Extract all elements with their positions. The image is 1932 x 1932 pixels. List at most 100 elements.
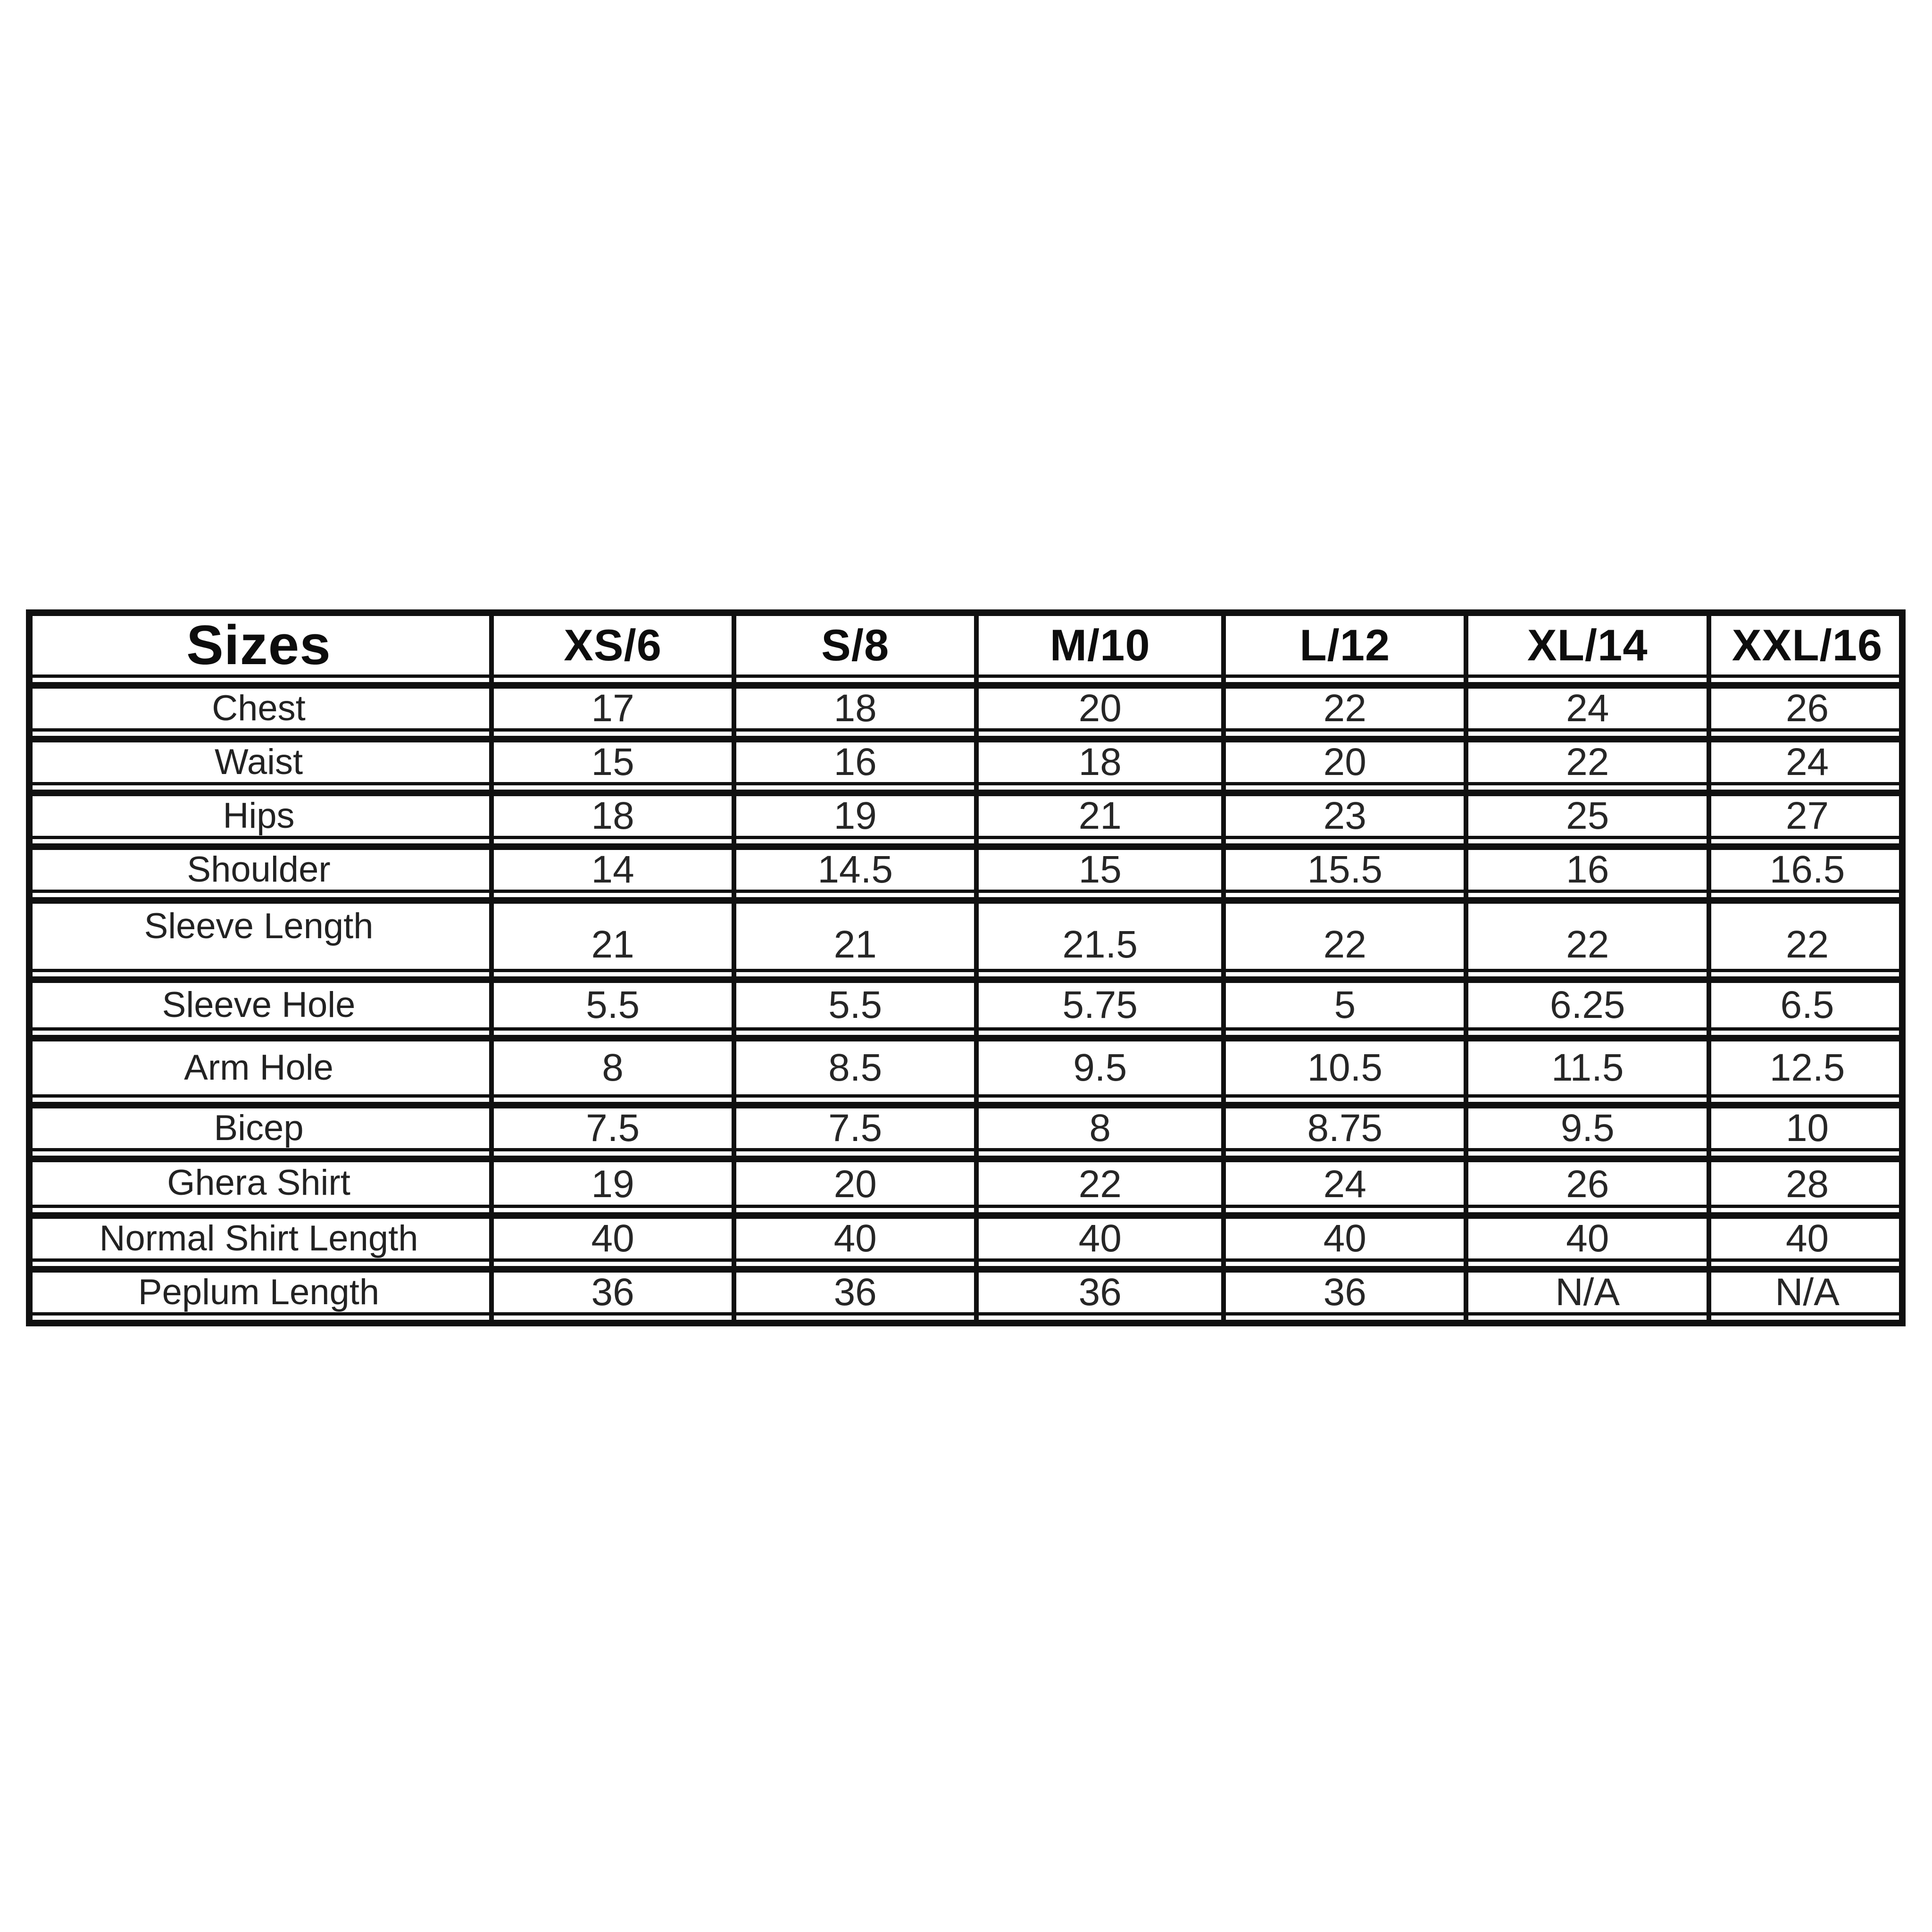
value-cell: 6.25 [1549,983,1625,1026]
value-cell: N/A [1555,1271,1620,1314]
value-cell: 27 [1785,794,1829,837]
value-cell: 18 [833,687,877,730]
row-label-cell: Chest [212,688,306,728]
table-row-normal-shirt-length: Normal Shirt Length 40 40 40 40 40 40 [26,1212,1906,1262]
value-cell: 11.5 [1551,1046,1624,1089]
value-cell: 14.5 [817,848,893,891]
row-label-cell: Sleeve Hole [162,985,356,1025]
value-cell: 16.5 [1769,848,1845,891]
value-cell: 26 [1566,1163,1609,1206]
value-cell: 5 [1334,983,1356,1026]
table-row-ghera-shirt: Ghera Shirt 19 20 22 24 26 28 [26,1156,1906,1208]
table-row-sleeve-hole: Sleeve Hole 5.5 5.5 5.75 5 6.25 6.5 [26,976,1906,1031]
size-chart-table: Sizes XS/6 S/8 M/10 L/12 XL/14 XXL/16 Ch… [26,609,1906,1326]
column-divider [26,609,33,1326]
value-cell: 22 [1785,923,1829,966]
value-cell: 15.5 [1307,848,1383,891]
value-cell: 8 [602,1046,624,1089]
value-cell: 20 [833,1163,877,1206]
value-cell: 7.5 [586,1107,640,1149]
value-cell: 24 [1323,1163,1366,1206]
value-cell: 24 [1566,687,1609,730]
value-cell: 22 [1566,923,1609,966]
value-cell: 22 [1323,923,1366,966]
value-cell: 36 [833,1271,877,1314]
value-cell: 19 [591,1163,634,1206]
value-cell: 21 [833,923,877,966]
table-row-peplum-length: Peplum Length 36 36 36 36 N/A N/A [26,1266,1906,1316]
row-label-cell: Normal Shirt Length [99,1218,418,1258]
value-cell: 21 [591,923,634,966]
value-cell: 18 [1078,741,1122,783]
value-cell: 21 [1078,794,1122,837]
header-cell-s8: S/8 [821,620,890,670]
value-cell: 16 [833,741,877,783]
value-cell: 18 [591,794,634,837]
value-cell: 40 [1566,1217,1609,1260]
header-cell-xs6: XS/6 [564,620,662,670]
row-label-cell: Hips [223,796,295,836]
header-cell-xl14: XL/14 [1527,620,1648,670]
column-divider [1899,609,1906,1326]
table-row-arm-hole: Arm Hole 8 8.5 9.5 10.5 11.5 12.5 [26,1035,1906,1098]
value-cell: 40 [1785,1217,1829,1260]
column-divider [1464,609,1469,1326]
column-divider [732,609,737,1326]
value-cell: 10 [1785,1107,1829,1149]
value-cell: 26 [1785,687,1829,730]
row-label-cell: Arm Hole [184,1048,333,1088]
value-cell: 14 [591,848,634,891]
value-cell: 9.5 [1073,1046,1127,1089]
value-cell: 22 [1566,741,1609,783]
value-cell: 24 [1785,741,1829,783]
value-cell: 20 [1323,741,1366,783]
header-cell-m10: M/10 [1049,620,1150,670]
value-cell: 6.5 [1780,983,1834,1026]
table-row-bicep: Bicep 7.5 7.5 8 8.75 9.5 10 [26,1102,1906,1151]
value-cell: 40 [1078,1217,1122,1260]
table-header-row: Sizes XS/6 S/8 M/10 L/12 XL/14 XXL/16 [26,609,1906,678]
value-cell: 16 [1566,848,1609,891]
header-cell-xxl16: XXL/16 [1732,620,1883,670]
value-cell: 5.5 [828,983,883,1026]
table-row-sleeve-length: Sleeve Length 21 21 21.5 22 22 22 [26,897,1906,972]
value-cell: 40 [1323,1217,1366,1260]
value-cell: 21.5 [1062,923,1138,966]
row-label-cell: Bicep [214,1108,304,1148]
table-row-chest: Chest 17 18 20 22 24 26 [26,682,1906,732]
value-cell: 12.5 [1769,1046,1845,1089]
value-cell: 23 [1323,794,1366,837]
row-label-cell: Sleeve Length [144,906,374,946]
column-divider [1221,609,1226,1326]
value-cell: 9.5 [1560,1107,1615,1149]
table-row-hips: Hips 18 19 21 23 25 27 [26,790,1906,839]
value-cell: 7.5 [828,1107,883,1149]
value-cell: 36 [591,1271,634,1314]
row-label-cell: Peplum Length [138,1272,380,1312]
value-cell: 25 [1566,794,1609,837]
table-row-waist: Waist 15 16 18 20 22 24 [26,736,1906,785]
column-divider [974,609,979,1326]
value-cell: 20 [1078,687,1122,730]
value-cell: 8.5 [828,1046,883,1089]
column-divider [489,609,494,1326]
header-cell-l12: L/12 [1299,620,1391,670]
value-cell: 40 [833,1217,877,1260]
table-row-shoulder: Shoulder 14 14.5 15 15.5 16 16.5 [26,843,1906,893]
header-cell-sizes: Sizes [186,614,331,676]
value-cell: 8 [1089,1107,1111,1149]
value-cell: 22 [1078,1163,1122,1206]
value-cell: 15 [591,741,634,783]
value-cell: 8.75 [1307,1107,1383,1149]
column-divider [1707,609,1712,1326]
value-cell: 5.5 [586,983,640,1026]
row-label-cell: Waist [214,742,303,782]
value-cell: N/A [1775,1271,1840,1314]
value-cell: 22 [1323,687,1366,730]
value-cell: 36 [1323,1271,1366,1314]
value-cell: 28 [1785,1163,1829,1206]
value-cell: 10.5 [1307,1046,1383,1089]
row-label-cell: Ghera Shirt [167,1163,350,1203]
table-bottom-border [26,1320,1906,1326]
